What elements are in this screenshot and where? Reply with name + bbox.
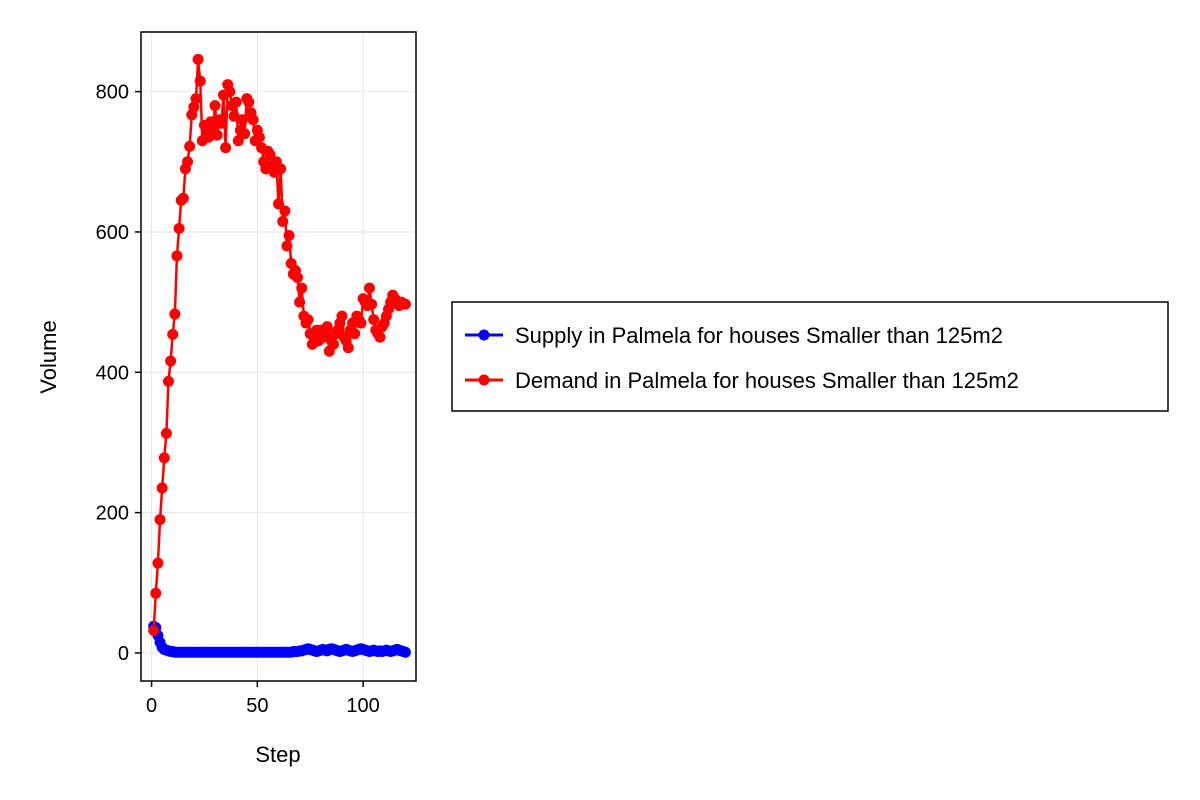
data-point-1 xyxy=(296,282,308,294)
data-point-1 xyxy=(192,53,204,65)
legend-entry-demand: Demand in Palmela for houses Smaller tha… xyxy=(465,368,1019,393)
axis-ticks: 0 50 100 0 200 400 600 800 xyxy=(96,82,380,717)
x-tick-label: 100 xyxy=(346,695,379,717)
data-point-1 xyxy=(366,298,378,310)
data-point-1 xyxy=(163,375,174,387)
y-tick-label: 800 xyxy=(96,82,129,104)
y-tick-label: 400 xyxy=(96,362,129,384)
data-point-1 xyxy=(302,314,314,326)
data-point-1 xyxy=(279,205,291,217)
data-point-1 xyxy=(152,557,164,569)
plot-frame xyxy=(140,31,417,682)
data-point-1 xyxy=(205,116,217,128)
data-point-1 xyxy=(228,110,240,122)
legend: Supply in Palmela for houses Smaller tha… xyxy=(451,301,1169,412)
data-point-1 xyxy=(247,114,259,126)
y-axis-label: Volume xyxy=(36,320,61,393)
y-tick-label: 600 xyxy=(96,222,129,244)
x-axis-label: Step xyxy=(255,742,300,767)
data-point-1 xyxy=(171,250,183,262)
data-point-1 xyxy=(156,482,168,494)
data-point-1 xyxy=(182,156,194,168)
data-point-1 xyxy=(194,75,206,87)
data-point-1 xyxy=(165,355,177,367)
data-point-1 xyxy=(190,93,202,105)
legend-box xyxy=(451,301,1169,412)
data-point-1 xyxy=(273,198,284,210)
data-point-1 xyxy=(188,101,200,113)
data-point-1 xyxy=(336,310,348,322)
data-point-1 xyxy=(253,131,265,143)
data-point-1 xyxy=(173,222,185,234)
data-point-1 xyxy=(220,142,232,154)
data-point-1 xyxy=(328,338,339,350)
data-point-1 xyxy=(283,229,295,241)
legend-label-demand: Demand in Palmela for houses Smaller tha… xyxy=(515,368,1019,393)
data-point-1 xyxy=(154,514,166,526)
data-point-1 xyxy=(321,321,333,333)
data-point-1 xyxy=(184,140,196,152)
y-tick-label: 0 xyxy=(118,643,129,665)
data-point-1 xyxy=(281,240,293,252)
x-tick-label: 50 xyxy=(246,695,268,717)
data-point-1 xyxy=(230,96,242,108)
legend-label-supply: Supply in Palmela for houses Smaller tha… xyxy=(515,323,1003,348)
data-point-1 xyxy=(349,328,361,340)
legend-entry-supply: Supply in Palmela for houses Smaller tha… xyxy=(465,323,1003,348)
series-layer xyxy=(148,53,411,658)
data-point-1 xyxy=(399,298,411,310)
data-point-1 xyxy=(292,272,304,284)
data-point-1 xyxy=(224,86,236,98)
data-point-1 xyxy=(148,624,160,636)
data-point-1 xyxy=(374,331,386,343)
y-tick-label: 200 xyxy=(96,503,129,525)
data-point-1 xyxy=(169,308,181,320)
data-point-1 xyxy=(239,128,251,140)
data-point-1 xyxy=(243,96,255,108)
data-point-1 xyxy=(215,117,227,129)
data-point-1 xyxy=(294,296,306,308)
data-point-1 xyxy=(368,314,380,326)
grid-lines xyxy=(141,32,416,681)
data-point-1 xyxy=(167,328,179,340)
data-point-1 xyxy=(264,149,276,161)
data-point-1 xyxy=(158,452,170,464)
data-point-1 xyxy=(363,282,375,294)
data-point-0 xyxy=(399,646,411,658)
data-point-1 xyxy=(209,100,221,112)
x-tick-label: 0 xyxy=(146,695,157,717)
data-point-1 xyxy=(177,192,189,204)
data-point-1 xyxy=(277,215,289,227)
data-point-1 xyxy=(150,587,162,599)
data-point-1 xyxy=(160,427,172,439)
data-point-1 xyxy=(275,163,287,175)
data-point-1 xyxy=(342,342,354,354)
data-point-1 xyxy=(232,135,244,147)
data-point-1 xyxy=(211,129,223,141)
data-point-1 xyxy=(237,114,249,126)
data-point-1 xyxy=(355,317,367,329)
